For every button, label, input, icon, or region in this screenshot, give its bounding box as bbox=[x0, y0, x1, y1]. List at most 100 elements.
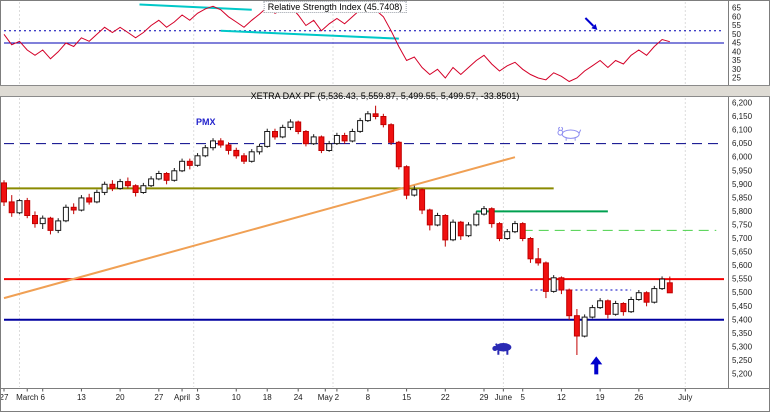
candle bbox=[604, 300, 611, 315]
candle bbox=[70, 206, 77, 211]
y-axis-label: 5,500 bbox=[732, 288, 753, 297]
candle bbox=[78, 197, 85, 211]
candle bbox=[171, 170, 178, 181]
candle bbox=[132, 185, 139, 193]
candle bbox=[287, 121, 294, 128]
y-axis-label: 5,850 bbox=[732, 193, 753, 202]
candle bbox=[504, 231, 511, 239]
candle bbox=[380, 116, 387, 126]
y-axis-label: 5,550 bbox=[732, 275, 753, 284]
rsi-arrow-icon[interactable] bbox=[584, 17, 595, 27]
candle bbox=[318, 136, 325, 151]
rsi-indicator-title[interactable]: Relative Strength Index (45.7408) bbox=[263, 1, 407, 13]
x-axis-label: 3 bbox=[195, 393, 200, 402]
candle bbox=[86, 197, 93, 203]
x-axis-label: 6 bbox=[40, 393, 45, 402]
candle bbox=[310, 136, 317, 145]
candle bbox=[233, 149, 240, 157]
x-axis-label: March bbox=[16, 393, 38, 402]
y-axis-label: 5,650 bbox=[732, 248, 753, 257]
candle bbox=[341, 135, 348, 142]
y-axis-label: 6,100 bbox=[732, 126, 753, 135]
pmx-label[interactable]: PMX bbox=[196, 117, 216, 127]
y-axis-label: 6,050 bbox=[732, 139, 753, 148]
x-axis-label: 26 bbox=[634, 393, 643, 402]
candle bbox=[395, 141, 402, 168]
candle bbox=[372, 113, 379, 118]
x-axis-label: 15 bbox=[402, 393, 411, 402]
candle bbox=[217, 140, 224, 146]
candle bbox=[566, 289, 573, 317]
candle bbox=[349, 131, 356, 142]
candle bbox=[597, 300, 604, 309]
orange-trendline[interactable] bbox=[3, 156, 516, 300]
candle bbox=[295, 121, 302, 132]
bull-icon[interactable] bbox=[557, 126, 582, 141]
candle bbox=[457, 221, 464, 237]
candle bbox=[210, 140, 216, 149]
candle bbox=[101, 183, 108, 193]
x-axis-label: 10 bbox=[232, 393, 241, 402]
candle bbox=[202, 147, 209, 157]
y-axis-label: 5,750 bbox=[732, 220, 753, 229]
candle bbox=[93, 191, 100, 203]
x-axis-label: 22 bbox=[441, 393, 450, 402]
y-axis-label: 6,150 bbox=[732, 112, 753, 121]
candle bbox=[24, 200, 31, 217]
x-axis-label: 29 bbox=[480, 393, 489, 402]
bear-icon[interactable] bbox=[492, 343, 512, 355]
candle bbox=[473, 213, 480, 226]
candle bbox=[488, 208, 495, 225]
candle bbox=[302, 131, 309, 145]
candle bbox=[643, 292, 650, 303]
candle bbox=[256, 145, 263, 153]
candle bbox=[442, 215, 449, 241]
candle bbox=[666, 282, 673, 294]
candle bbox=[512, 223, 518, 233]
rsi-line[interactable] bbox=[3, 5, 670, 83]
candle bbox=[16, 200, 23, 214]
rsi-support-trendline[interactable] bbox=[220, 29, 399, 40]
x-axis-label: 5 bbox=[520, 393, 525, 402]
rsi-y-axis-label: 35 bbox=[732, 56, 741, 65]
y-axis-label: 5,700 bbox=[732, 234, 753, 243]
rsi-upper-trendline[interactable] bbox=[139, 3, 252, 11]
candle bbox=[357, 120, 364, 132]
rsi-arrow-icon[interactable] bbox=[591, 24, 598, 30]
candle bbox=[527, 238, 534, 260]
candle bbox=[272, 131, 278, 138]
price-chart-title[interactable]: XETRA DAX PF (5,536.43, 5,559.87, 5,499.… bbox=[250, 91, 520, 101]
candle bbox=[496, 223, 503, 240]
candle bbox=[628, 299, 635, 313]
candle bbox=[241, 155, 247, 162]
rsi-y-axis-label: 50 bbox=[732, 30, 741, 39]
x-axis-label: 20 bbox=[116, 393, 125, 402]
x-axis-label: June bbox=[495, 393, 513, 402]
candle bbox=[8, 201, 15, 214]
y-axis-label: 5,800 bbox=[732, 207, 753, 216]
candle bbox=[163, 173, 170, 181]
candle bbox=[62, 206, 69, 222]
candle bbox=[388, 124, 395, 143]
candle bbox=[140, 185, 147, 193]
candle bbox=[535, 258, 542, 264]
y-axis-label: 6,000 bbox=[732, 153, 753, 162]
candle bbox=[589, 307, 596, 318]
rsi-y-axis-label: 25 bbox=[732, 74, 741, 83]
rsi-y-axis-label: 60 bbox=[732, 12, 741, 21]
buy-arrow-icon[interactable] bbox=[590, 356, 603, 375]
candle bbox=[635, 292, 642, 301]
candle bbox=[186, 160, 193, 166]
candle bbox=[659, 278, 666, 290]
panel-title-bar: XETRA DAX PF (5,536.43, 5,559.87, 5,499.… bbox=[0, 85, 770, 101]
rsi-y-axis-label: 30 bbox=[732, 65, 741, 74]
candle bbox=[573, 315, 580, 337]
candle bbox=[279, 126, 286, 138]
y-axis-label: 5,600 bbox=[732, 261, 753, 270]
candle bbox=[148, 178, 155, 187]
candle bbox=[117, 181, 124, 189]
candle bbox=[403, 166, 410, 196]
candle bbox=[225, 144, 232, 151]
